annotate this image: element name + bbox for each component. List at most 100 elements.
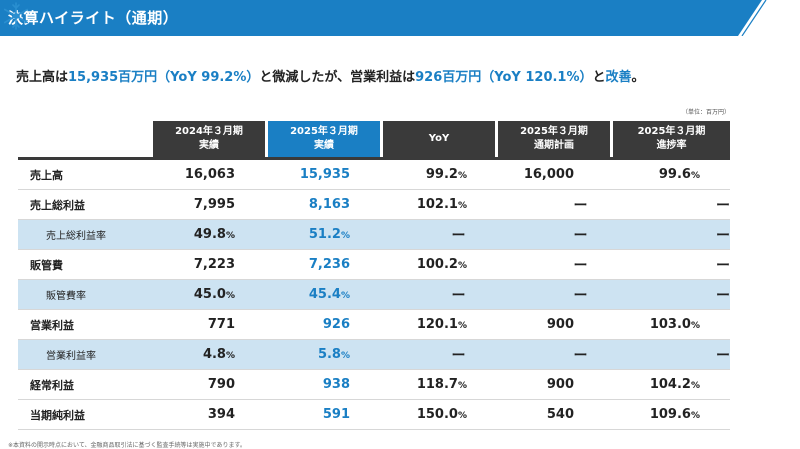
header-line-1: 2024年３月期 <box>175 126 243 137</box>
cell-plan: ー <box>495 190 610 220</box>
cell-progress: 103.0% <box>610 310 730 340</box>
cell-fy2024: 7,995 <box>150 190 265 220</box>
banner-shape <box>0 0 767 36</box>
cell-fy2025: 938 <box>265 370 380 400</box>
cell-plan: ー <box>495 280 610 310</box>
cell-fy2024: 790 <box>150 370 265 400</box>
row-label: 売上総利益率 <box>18 220 150 250</box>
percent-unit: % <box>225 231 235 241</box>
cell-progress: ー <box>610 340 730 370</box>
cell-fy2024: 45.0% <box>150 280 265 310</box>
cell-value: 104.2 <box>649 377 691 392</box>
financial-summary-table: 2024年３月期 実績 2025年３月期 実績 YoY 2025年３月期 通期計画 2… <box>18 121 730 430</box>
cell-fy2025: 8,163 <box>265 190 380 220</box>
percent-unit: % <box>225 291 235 301</box>
cell-plan: ー <box>495 250 610 280</box>
header-line-1: 2025年３月期 <box>637 126 706 137</box>
cell-fy2025: 45.4% <box>265 280 380 310</box>
cell-yoy: ー <box>380 220 495 250</box>
table-row-gross-profit: 売上総利益 7,995 8,163 102.1% ー ー <box>18 190 730 220</box>
cell-progress: ー <box>610 190 730 220</box>
cell-value: 100.2 <box>416 257 458 272</box>
cell-fy2025: 926 <box>265 310 380 340</box>
cell-progress: 109.6% <box>610 400 730 430</box>
headline-text-3: と <box>592 70 606 85</box>
percent-unit: % <box>457 201 467 211</box>
cell-value: 102.1 <box>416 197 458 212</box>
cell-value: 99.2 <box>425 167 458 182</box>
percent-unit: % <box>690 171 700 181</box>
header-fy2025-actual: 2025年３月期 実績 <box>265 121 380 157</box>
cell-fy2025: 15,935 <box>265 157 380 190</box>
cell-yoy: 102.1% <box>380 190 495 220</box>
cell-value: 45.0 <box>193 287 226 302</box>
percent-unit: % <box>690 381 700 391</box>
percent-unit: % <box>457 171 467 181</box>
cell-yoy: 150.0% <box>380 400 495 430</box>
row-label: 営業利益率 <box>18 340 150 370</box>
cell-plan: 900 <box>495 370 610 400</box>
row-label: 売上高 <box>18 157 150 190</box>
row-label: 販管費率 <box>18 280 150 310</box>
cell-plan: ー <box>495 340 610 370</box>
headline-op-income-value: 926百万円（YoY 120.1%） <box>415 70 593 85</box>
percent-unit: % <box>690 411 700 421</box>
cell-value: 51.2 <box>308 227 341 242</box>
footnote: ※本資料の開示時点において、金融商品取引法に基づく監査手続等は実施中であります。 <box>8 442 246 449</box>
cell-fy2025: 7,236 <box>265 250 380 280</box>
percent-unit: % <box>457 321 467 331</box>
table-header-row: 2024年３月期 実績 2025年３月期 実績 YoY 2025年３月期 通期計画 2… <box>18 121 730 157</box>
percent-unit: % <box>690 321 700 331</box>
percent-unit: % <box>340 231 350 241</box>
header-line-2: 通期計画 <box>534 140 574 151</box>
header-line-2: 進捗率 <box>656 140 687 151</box>
headline-text-4: 。 <box>631 70 645 85</box>
header-fy2025-plan: 2025年３月期 通期計画 <box>495 121 610 157</box>
summary-headline: 売上高は15,935百万円（YoY 99.2%）と微減したが、営業利益は926百… <box>16 66 645 85</box>
percent-unit: % <box>457 381 467 391</box>
header-line-1: 2025年３月期 <box>520 126 588 137</box>
row-label: 営業利益 <box>18 310 150 340</box>
cell-yoy: 99.2% <box>380 157 495 190</box>
percent-unit: % <box>457 261 467 271</box>
cell-value: 99.6 <box>658 167 691 182</box>
cell-fy2024: 394 <box>150 400 265 430</box>
cell-yoy: ー <box>380 340 495 370</box>
headline-text-1: 売上高は <box>16 70 69 85</box>
headline-sales-value: 15,935百万円（YoY 99.2%） <box>68 70 260 85</box>
table-row-operating-margin: 営業利益率 4.8% 5.8% ー ー ー <box>18 340 730 370</box>
cell-value: 4.8 <box>202 347 226 362</box>
row-label: 売上総利益 <box>18 190 150 220</box>
cell-fy2024: 4.8% <box>150 340 265 370</box>
cell-yoy: 100.2% <box>380 250 495 280</box>
cell-progress: 104.2% <box>610 370 730 400</box>
cell-plan: 540 <box>495 400 610 430</box>
cell-value: 120.1 <box>416 317 458 332</box>
title-banner: 決算ハイライト（通期） <box>0 0 800 36</box>
cell-progress: ー <box>610 280 730 310</box>
table-row-gross-margin: 売上総利益率 49.8% 51.2% ー ー ー <box>18 220 730 250</box>
header-line-2: 実績 <box>199 140 219 151</box>
header-yoy: YoY <box>380 121 495 157</box>
percent-unit: % <box>225 351 235 361</box>
cell-fy2024: 771 <box>150 310 265 340</box>
header-line-1: YoY <box>428 133 450 144</box>
cell-yoy: ー <box>380 280 495 310</box>
cell-yoy: 120.1% <box>380 310 495 340</box>
percent-unit: % <box>340 351 350 361</box>
header-line-1: 2025年３月期 <box>290 126 358 137</box>
cell-value: 103.0 <box>649 317 691 332</box>
cell-fy2025: 5.8% <box>265 340 380 370</box>
cell-plan: 16,000 <box>495 157 610 190</box>
cell-progress: 99.6% <box>610 157 730 190</box>
cell-plan: 900 <box>495 310 610 340</box>
cell-fy2024: 7,223 <box>150 250 265 280</box>
table-row-sales: 売上高 16,063 15,935 99.2% 16,000 99.6% <box>18 157 730 190</box>
table-row-ordinary-income: 経常利益 790 938 118.7% 900 104.2% <box>18 370 730 400</box>
header-fy2025-progress: 2025年３月期 進捗率 <box>610 121 730 157</box>
cell-fy2024: 49.8% <box>150 220 265 250</box>
row-label: 当期純利益 <box>18 400 150 430</box>
cell-value: 49.8 <box>193 227 226 242</box>
cell-yoy: 118.7% <box>380 370 495 400</box>
cell-value: 45.4 <box>308 287 341 302</box>
